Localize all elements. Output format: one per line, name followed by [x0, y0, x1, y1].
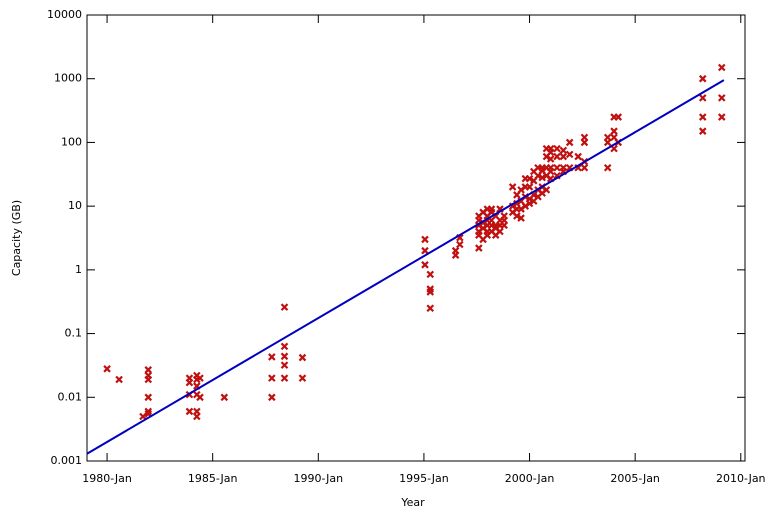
- point: [298, 353, 307, 362]
- point: [580, 164, 589, 172]
- x-tick-label: 2010-Jan: [716, 472, 766, 485]
- point: [698, 74, 707, 83]
- point: [525, 174, 534, 183]
- point: [144, 375, 153, 384]
- point: [268, 353, 276, 361]
- point: [196, 374, 204, 382]
- point: [456, 240, 464, 249]
- y-tick-label: 0.001: [51, 454, 83, 467]
- point: [115, 375, 123, 384]
- y-tick-label: 10: [68, 199, 82, 212]
- point: [451, 246, 460, 255]
- point: [698, 113, 707, 121]
- point: [717, 113, 726, 121]
- point: [546, 155, 555, 163]
- point: [717, 63, 726, 72]
- point: [426, 288, 435, 296]
- x-tick-label: 1980-Jan: [82, 472, 132, 485]
- point: [196, 393, 204, 402]
- point: [144, 366, 153, 374]
- point: [426, 270, 435, 279]
- point: [574, 152, 582, 161]
- point: [475, 244, 483, 252]
- point: [280, 303, 289, 311]
- x-tick-label: 2005-Jan: [610, 472, 660, 485]
- point: [698, 94, 707, 102]
- point: [580, 133, 589, 142]
- point: [280, 352, 289, 361]
- point: [559, 164, 568, 172]
- point: [521, 202, 530, 210]
- point: [513, 212, 521, 220]
- point: [717, 94, 726, 102]
- point: [553, 152, 561, 161]
- point: [298, 374, 307, 382]
- point: [185, 407, 194, 416]
- trend-line: [86, 79, 725, 455]
- point: [698, 127, 707, 135]
- point: [139, 412, 147, 421]
- point: [268, 374, 276, 382]
- point: [553, 164, 561, 172]
- point: [103, 365, 111, 373]
- point: [421, 235, 429, 244]
- y-tick-label: 1: [75, 263, 82, 276]
- point: [610, 127, 618, 135]
- point: [193, 412, 201, 421]
- x-tick-label: 1985-Jan: [188, 472, 238, 485]
- point: [559, 146, 568, 155]
- point: [421, 246, 429, 255]
- point: [185, 378, 194, 387]
- point: [546, 144, 555, 153]
- point: [487, 205, 496, 213]
- point: [280, 342, 289, 351]
- point: [496, 227, 504, 236]
- point: [517, 214, 525, 222]
- point: [525, 183, 534, 191]
- y-tick-label: 0.1: [65, 327, 83, 340]
- x-tick-label: 1990-Jan: [294, 472, 344, 485]
- point: [280, 361, 289, 369]
- point: [220, 393, 229, 402]
- point: [268, 393, 276, 402]
- plot-frame: [86, 14, 746, 462]
- x-tick-label: 1995-Jan: [399, 472, 449, 485]
- y-axis-title: Capacity (GB): [10, 200, 23, 276]
- y-tick-label: 0.01: [58, 390, 83, 403]
- point: [421, 261, 429, 269]
- point: [508, 183, 517, 191]
- point: [538, 173, 546, 182]
- point: [603, 133, 612, 142]
- point: [614, 113, 623, 121]
- point: [565, 138, 574, 147]
- point: [546, 164, 555, 172]
- point: [565, 150, 574, 159]
- point: [542, 186, 551, 194]
- x-tick-label: 2000-Jan: [505, 472, 555, 485]
- point: [603, 164, 612, 172]
- x-axis-title: Year: [400, 496, 425, 509]
- point: [426, 304, 435, 312]
- y-tick-label: 10000: [47, 8, 82, 21]
- y-tick-label: 1000: [54, 72, 82, 85]
- point: [144, 407, 153, 416]
- point: [144, 393, 153, 402]
- point: [559, 152, 568, 161]
- point: [280, 374, 289, 382]
- point: [553, 144, 561, 153]
- y-tick-label: 100: [61, 135, 82, 148]
- point: [500, 212, 508, 220]
